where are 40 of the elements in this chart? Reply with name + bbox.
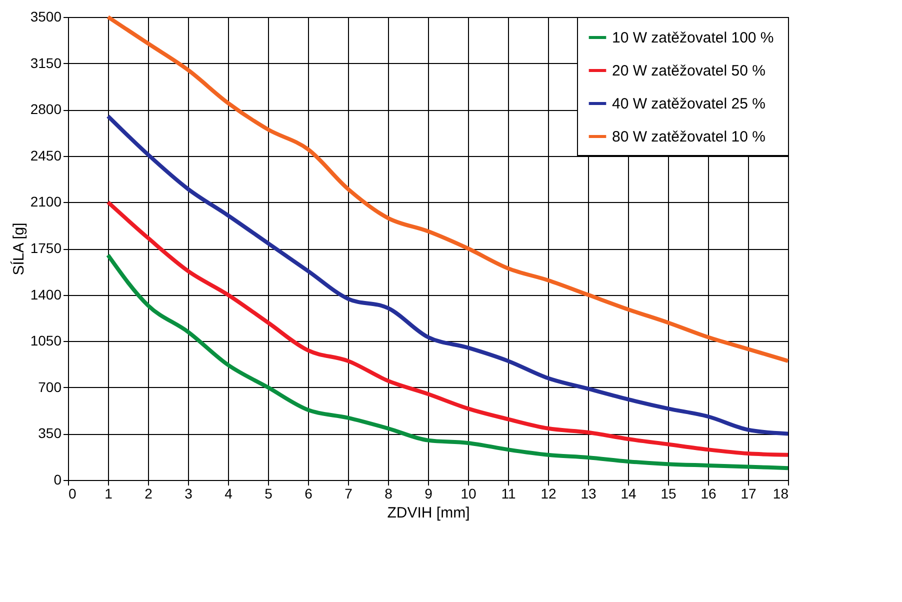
x-axis-title: ZDVIH [mm] bbox=[387, 504, 470, 522]
x-tick-label: 4 bbox=[224, 486, 233, 502]
y-tick-label: 0 bbox=[54, 472, 62, 488]
x-tick-label: 15 bbox=[660, 486, 676, 502]
x-tick-label: 14 bbox=[620, 486, 636, 502]
y-tick-label: 1050 bbox=[30, 332, 62, 349]
x-tick-label: 13 bbox=[580, 486, 596, 502]
x-tick-label: 6 bbox=[304, 486, 313, 502]
x-tick-label: 8 bbox=[384, 486, 393, 502]
x-tick-label: 1 bbox=[104, 486, 113, 502]
y-tick-label: 2450 bbox=[30, 147, 62, 164]
legend-label: 80 W zatěžovatel 10 % bbox=[612, 128, 766, 146]
y-tick-label: 700 bbox=[38, 378, 62, 395]
legend-label: 20 W zatěžovatel 50 % bbox=[612, 62, 766, 80]
x-tick-label: 5 bbox=[264, 486, 273, 502]
y-tick-label: 350 bbox=[38, 425, 62, 442]
y-tick-label: 3500 bbox=[30, 8, 62, 24]
x-tick-label: 9 bbox=[424, 486, 433, 502]
line-series bbox=[106, 200, 790, 457]
y-tick-label: 1400 bbox=[30, 286, 62, 302]
y-tick-label: 1750 bbox=[30, 240, 62, 256]
line-series bbox=[106, 15, 790, 363]
y-tick-label: 3150 bbox=[30, 54, 62, 71]
y-tick-label: 2100 bbox=[30, 194, 62, 210]
x-tick-label: 7 bbox=[344, 486, 353, 502]
x-tick-label: 2 bbox=[144, 486, 153, 502]
x-tick-label: 10 bbox=[460, 486, 476, 502]
x-tick-label: 12 bbox=[540, 486, 556, 502]
x-tick-label: 18 bbox=[772, 486, 789, 502]
legend-label: 10 W zatěžovatel 100 % bbox=[612, 30, 774, 46]
x-tick-label: 3 bbox=[184, 486, 193, 502]
x-tick-label: 0 bbox=[68, 486, 76, 502]
x-tick-label: 17 bbox=[740, 486, 756, 502]
x-tick-label: 16 bbox=[700, 486, 716, 502]
y-axis-title: SÍLA [g] bbox=[9, 222, 28, 276]
legend-label: 40 W zatěžovatel 25 % bbox=[612, 96, 766, 112]
line-series bbox=[106, 253, 790, 470]
y-tick-label: 2800 bbox=[30, 101, 62, 118]
line-series bbox=[106, 114, 790, 436]
x-tick-label: 11 bbox=[501, 486, 516, 502]
